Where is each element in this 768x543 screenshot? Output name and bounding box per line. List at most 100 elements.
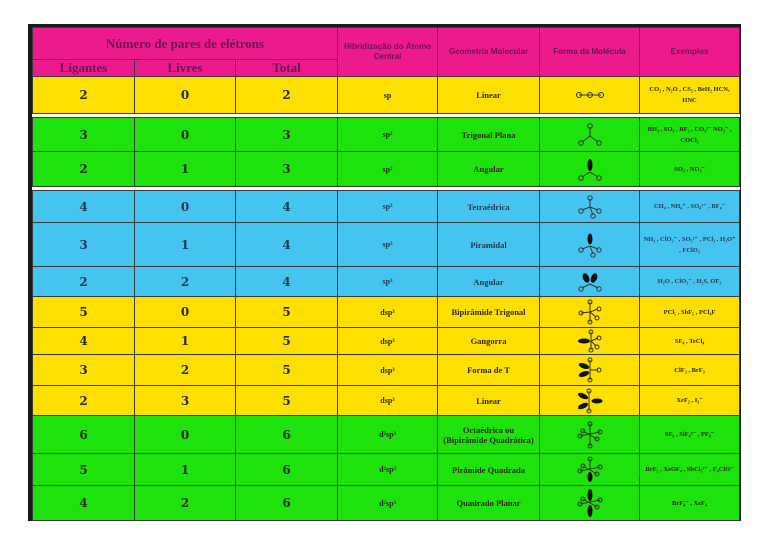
cell-total: 5 [234,385,339,416]
table-row: 4 2 6 d²sp³ Quadrado Planar BrF₄⁻ , XeF₄ [32,485,741,521]
cell-total: 6 [234,453,339,486]
cell-shape [539,354,641,386]
cell-geometry: Angular [437,151,541,187]
cell-ligantes: 4 [32,190,135,223]
cell-livres: 1 [134,151,236,187]
cell-total: 4 [234,222,339,267]
cell-ligantes: 5 [32,453,135,486]
table-row: 5 0 5 dsp³ Bipirâmide Trigonal PCl₅ , Sb… [32,296,741,328]
cell-geometry: Linear [437,76,541,114]
cell-shape [539,76,641,114]
cell-total: 5 [234,354,339,386]
cell-ligantes: 4 [32,485,135,521]
cell-shape [539,222,641,267]
cell-ligantes: 3 [32,117,135,152]
table-row: 2 3 5 dsp³ Linear XeF₂ , I₃⁻ [32,385,741,416]
cell-shape [539,485,641,521]
table-row: 4 0 4 sp³ Tetraédrica CH₄ , NH₄⁺ , SO₄²⁻… [32,190,741,223]
cell-examples: ClF₃ , BrF₃ [639,354,741,386]
square-pyramidal-shape-icon [577,456,603,482]
cell-hybridization: dsp³ [337,385,439,416]
cell-geometry: Trigonal Plana [437,117,541,152]
vsepr-geometry-table: Número de pares de elétrons Hibridização… [31,27,741,521]
cell-examples: BrF₄⁻ , XeF₄ [639,485,741,521]
header-ligantes: Ligantes [32,59,135,77]
cell-hybridization: dsp³ [337,327,439,355]
cell-geometry: Gangorra [437,327,541,355]
cell-hybridization: dsp³ [337,296,439,328]
cell-hybridization: sp³ [337,266,439,297]
cell-livres: 3 [134,385,236,416]
table-row: 3 1 4 sp³ Piramidal NH₃ , ClO₃⁻ , SO₃²⁻ … [32,222,741,267]
table-row: 2 0 2 sp Linear CO₂ , N₂O , CS₂ , BeH₂ H… [32,76,741,114]
cell-shape [539,327,641,355]
cell-ligantes: 2 [32,266,135,297]
cell-geometry: Angular [437,266,541,297]
header-hybridization: Hibridização do Átomo Central [337,27,439,77]
cell-geometry: Pirâmide Quadrada [437,453,541,486]
cell-examples: SF₆ , SiF₆²⁻ , PF₆⁻ [639,415,741,454]
table-row: 5 1 6 d²sp³ Pirâmide Quadrada BrF₅ , XeO… [32,453,741,486]
cell-shape [539,266,641,297]
vsepr-table-container: Número de pares de elétrons Hibridização… [28,24,741,521]
cell-livres: 1 [134,327,236,355]
cell-ligantes: 6 [32,415,135,454]
header-electron-pairs: Número de pares de elétrons [31,27,339,60]
cell-geometry: Piramidal [437,222,541,267]
cell-examples: CO₂ , N₂O , CS₂ , BeH₂ HCN, HNC [639,76,741,114]
cell-examples: SF₄ , TeCl₄ [639,327,741,355]
trigonal-planar-shape-icon [577,122,602,146]
linear-shape-icon [575,92,604,98]
cell-ligantes: 5 [32,296,135,328]
cell-ligantes: 3 [32,354,135,386]
cell-examples: H₂O , ClO₂⁻ , H₂S, OF₂ [639,266,741,297]
cell-hybridization: sp³ [337,190,439,223]
cell-examples: XeF₂ , I₃⁻ [639,385,741,416]
header-molecular-geometry: Geometria Molecular [437,27,541,77]
cell-hybridization: d²sp³ [337,453,439,486]
cell-examples: CH₄ , NH₄⁺ , SO₄²⁻ , BF₄⁻ [639,190,741,223]
cell-examples: BrF₅ , XeOF₄ , SbCl₅²⁻ , F₄ClO⁻ [639,453,741,486]
cell-total: 4 [234,266,339,297]
angular-one-lone-pair-shape-icon [577,159,602,181]
cell-geometry: Bipirâmide Trigonal [437,296,541,328]
table-row: 2 1 3 sp² Angular SO₂ , NO₂⁻ [32,151,741,187]
cell-total: 6 [234,415,339,454]
cell-examples: NH₃ , ClO₃⁻ , SO₃²⁻ , PCl₃ , H₃O⁺ , FClO… [639,222,741,267]
cell-shape [539,385,641,416]
cell-ligantes: 4 [32,327,135,355]
t-shape-icon [578,357,602,383]
table-row: 3 0 3 sp² Trigonal Plana BH₃ , SO₃ , BF₃… [32,117,741,152]
cell-total: 2 [234,76,339,114]
trigonal-bipyramidal-shape-icon [578,299,602,325]
cell-geometry: Forma de T [437,354,541,386]
cell-examples: PCl₅ , SbF₅ , PCl₄F [639,296,741,328]
cell-livres: 0 [134,117,236,152]
cell-livres: 2 [134,266,236,297]
cell-shape [539,415,641,454]
table-row: 6 0 6 d²sp³ Octaédrica ou (Bipirâmide Qu… [32,415,741,454]
cell-shape [539,296,641,328]
cell-livres: 2 [134,485,236,521]
cell-shape [539,117,641,152]
cell-geometry: Quadrado Planar [437,485,541,521]
pyramidal-shape-icon [577,233,602,258]
cell-total: 4 [234,190,339,223]
cell-total: 3 [234,151,339,187]
cell-total: 5 [234,296,339,328]
linear-three-lone-pairs-shape-icon [577,388,603,413]
header-total: Total [234,59,339,77]
cell-hybridization: d²sp³ [337,485,439,521]
cell-geometry: Tetraédrica [437,190,541,223]
cell-geometry: Octaédrica ou (Bipirâmide Quadrática) [437,415,541,454]
cell-examples: SO₂ , NO₂⁻ [639,151,741,187]
cell-total: 3 [234,117,339,152]
cell-geometry: Linear [437,385,541,416]
cell-examples: BH₃ , SO₃ , BF₃ , CO₃²⁻ NO₃⁻ , COCl₂ [639,117,741,152]
cell-shape [539,453,641,486]
cell-shape [539,190,641,223]
cell-hybridization: dsp³ [337,354,439,386]
cell-total: 6 [234,485,339,521]
cell-hybridization: sp² [337,151,439,187]
cell-livres: 0 [134,190,236,223]
